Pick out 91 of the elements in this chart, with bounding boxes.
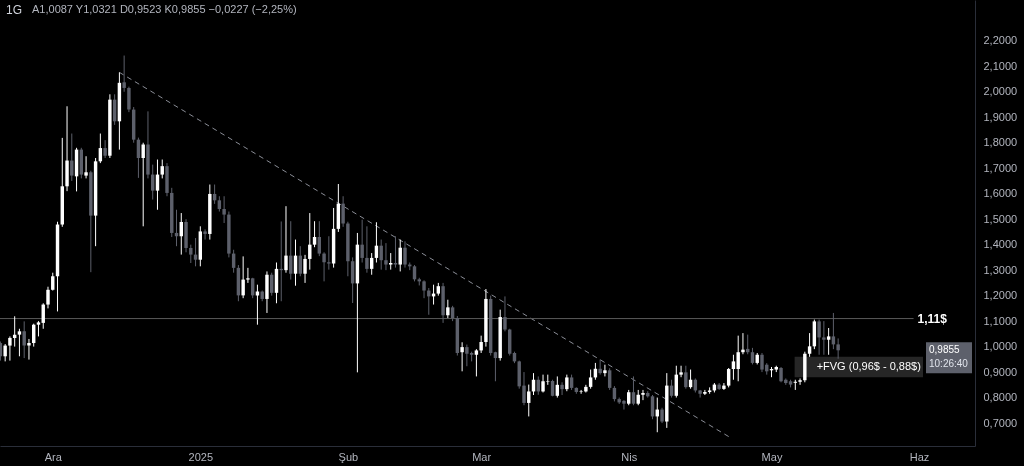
- candlestick: [579, 389, 583, 395]
- candlestick: [522, 371, 526, 406]
- y-tick-label: 0,9000: [983, 365, 1018, 378]
- y-tick-label: 2,1000: [983, 59, 1018, 72]
- ref-line-label: 1,11$: [917, 311, 948, 326]
- x-tick-label: Ara: [44, 450, 63, 463]
- candlestick: [222, 195, 226, 224]
- candlestick: [160, 159, 164, 179]
- y-tick-label: 2,0000: [983, 85, 1018, 98]
- y-tick-label: 1,0000: [983, 340, 1018, 353]
- y-tick-label: 1,9000: [983, 110, 1018, 123]
- candlestick: [474, 348, 479, 377]
- candlestick: [731, 354, 736, 381]
- y-tick-label: 1,3000: [983, 263, 1018, 276]
- candlestick: [527, 384, 531, 417]
- candlestick: [836, 337, 840, 360]
- y-tick-label: 1,5000: [983, 212, 1018, 225]
- candlestick: [8, 335, 12, 362]
- candlestick: [22, 320, 26, 359]
- chart-title: 1G: [6, 3, 23, 17]
- candlestick: [760, 352, 764, 373]
- candlestick: [122, 55, 126, 93]
- candlestick: [327, 235, 331, 271]
- candlestick: [127, 86, 131, 113]
- candlestick: [403, 240, 407, 269]
- candlestick: [365, 225, 369, 274]
- x-tick-label: Şub: [338, 450, 359, 463]
- y-tick-label: 0,8000: [983, 391, 1018, 404]
- candlestick: [798, 377, 802, 386]
- candlestick: [308, 212, 312, 271]
- candlestick: [703, 389, 707, 396]
- candlestick: [46, 286, 50, 309]
- y-tick-label: 1,8000: [983, 136, 1018, 149]
- candlestick: [189, 244, 193, 264]
- chart-subtitle: A1,0087 Y1,0321 D0,9523 K0,9855 −0,0227 (−2,25%): [32, 3, 297, 15]
- candlestick: [822, 320, 826, 356]
- candlestick: [103, 139, 107, 159]
- candlestick: [360, 219, 364, 263]
- x-tick-label: May: [761, 450, 783, 463]
- candlestick: [427, 287, 431, 316]
- y-tick-label: 2,2000: [983, 34, 1018, 47]
- candlestick: [27, 338, 31, 361]
- y-tick-label: 1,1000: [983, 314, 1018, 327]
- candlestick: [631, 375, 636, 406]
- candlestick: [17, 328, 22, 357]
- candlestick: [246, 267, 250, 284]
- candlestick: [384, 242, 388, 271]
- candlestick: [826, 327, 831, 356]
- x-tick-label: Nis: [621, 450, 638, 463]
- candlestick: [603, 364, 607, 377]
- candlestick: [84, 155, 88, 179]
- candlestick: [203, 228, 207, 241]
- candlestick: [493, 351, 498, 382]
- candlestick: [284, 205, 288, 274]
- candlestick: [322, 251, 326, 282]
- x-tick-label: 2025: [188, 450, 214, 463]
- y-tick-label: 1,6000: [983, 187, 1018, 200]
- candlestick: [303, 254, 307, 284]
- y-tick-label: 1,7000: [983, 161, 1018, 174]
- candlestick: [698, 389, 702, 399]
- candlestick: [0, 341, 3, 362]
- candlestick: [341, 195, 345, 228]
- candlestick: [588, 369, 593, 390]
- candlestick: [817, 319, 821, 356]
- x-tick-label: Haz: [909, 450, 930, 463]
- candlestick: [241, 255, 245, 299]
- annotation: 10:26:40: [929, 358, 969, 370]
- candlestick: [607, 367, 612, 391]
- candlestick: [793, 379, 798, 391]
- candlestick: [446, 299, 450, 319]
- candlestick: [465, 344, 469, 367]
- candlestick: [684, 365, 688, 390]
- candlestick: [141, 142, 145, 227]
- annotation: 0,9855: [929, 344, 961, 356]
- candlestick: [460, 341, 464, 372]
- candlestick: [560, 381, 564, 396]
- band-label: +FVG (0,96$ - 0,88$): [816, 359, 921, 372]
- candlestick: [722, 382, 726, 391]
- y-tick-label: 1,4000: [983, 238, 1018, 251]
- candlestick: [70, 133, 74, 182]
- candlestick: [503, 295, 507, 332]
- y-tick-label: 0,7000: [983, 416, 1018, 429]
- candlestick: [807, 332, 812, 358]
- candlestick: [641, 389, 645, 401]
- candlestick: [393, 235, 398, 269]
- candlestick: [312, 220, 317, 248]
- candlestick: [379, 239, 383, 271]
- x-tick-label: Mar: [472, 450, 492, 463]
- y-tick-label: 1,2000: [983, 289, 1018, 302]
- candlestick: [679, 365, 683, 378]
- candlestick: [736, 335, 740, 382]
